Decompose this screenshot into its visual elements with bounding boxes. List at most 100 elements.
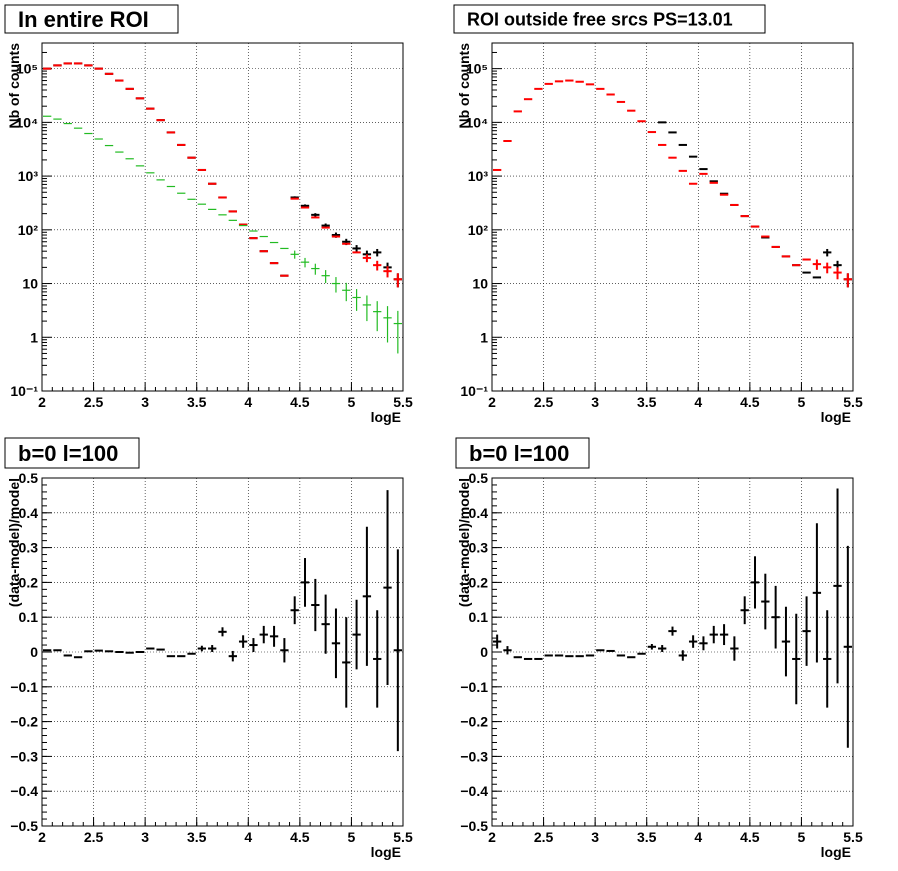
y-tick-label: 0.3 bbox=[19, 540, 39, 556]
x-axis-label: logE bbox=[821, 409, 851, 425]
y-tick-label: 10⁴ bbox=[16, 114, 39, 130]
data-point bbox=[750, 556, 760, 609]
data-point bbox=[383, 490, 392, 686]
x-tick-label: 4.5 bbox=[740, 394, 760, 410]
data-point bbox=[761, 573, 770, 630]
y-tick-label: −0.1 bbox=[10, 679, 38, 695]
data-point bbox=[833, 267, 842, 280]
data-point bbox=[362, 526, 372, 666]
data-point bbox=[197, 645, 207, 652]
data-point bbox=[493, 634, 502, 649]
data-point bbox=[823, 248, 832, 257]
x-tick-label: 4 bbox=[694, 394, 702, 410]
y-tick-label: 10 bbox=[22, 276, 38, 292]
x-tick-label: 3.5 bbox=[187, 394, 207, 410]
y-tick-label: −0.4 bbox=[460, 783, 488, 799]
x-tick-label: 4 bbox=[244, 829, 252, 845]
y-tick-label: 10² bbox=[18, 222, 39, 238]
data-point bbox=[280, 638, 289, 663]
data-point bbox=[228, 650, 237, 662]
data-point bbox=[771, 585, 780, 649]
y-tick-label: 0.2 bbox=[469, 574, 489, 590]
data-series-3 bbox=[43, 115, 402, 354]
data-point bbox=[383, 266, 392, 278]
x-tick-label: 5.5 bbox=[843, 394, 863, 410]
data-point bbox=[393, 273, 402, 288]
y-tick-label: 10⁴ bbox=[466, 114, 489, 130]
x-tick-label: 5.5 bbox=[393, 394, 413, 410]
x-tick-label: 5 bbox=[798, 829, 806, 845]
x-tick-label: 3.5 bbox=[637, 829, 657, 845]
data-point bbox=[342, 282, 351, 302]
data-point bbox=[833, 488, 842, 684]
x-axis-label: logE bbox=[371, 844, 401, 860]
x-tick-label: 3 bbox=[591, 394, 599, 410]
x-tick-label: 5.5 bbox=[393, 829, 413, 845]
x-tick-label: 4 bbox=[694, 829, 702, 845]
y-tick-label: −0.2 bbox=[10, 714, 38, 730]
chart-panel-1: 2 2.5 3 3.5 4 4.5 5 5.5 10⁻¹ 1 10 10² 10³ 10⁴ 10⁵ logE N… bbox=[4, 4, 413, 425]
data-point bbox=[321, 270, 330, 284]
y-axis-label: (data-model)/model bbox=[6, 478, 22, 607]
plot-frame bbox=[491, 42, 854, 392]
data-point bbox=[300, 558, 310, 607]
data-point bbox=[373, 301, 382, 332]
data-point bbox=[352, 245, 361, 253]
data-point bbox=[823, 262, 832, 274]
x-tick-label: 3 bbox=[141, 394, 149, 410]
y-tick-label: 10 bbox=[472, 276, 488, 292]
data-point bbox=[383, 306, 392, 343]
title-box bbox=[455, 437, 590, 469]
data-point bbox=[362, 295, 372, 322]
data-point bbox=[503, 646, 512, 655]
data-point bbox=[218, 627, 227, 637]
y-tick-label: 10⁵ bbox=[16, 61, 38, 77]
y-tick-label: −0.2 bbox=[460, 714, 488, 730]
y-tick-label: −0.3 bbox=[460, 748, 488, 764]
x-tick-label: 5 bbox=[348, 829, 356, 845]
x-tick-label: 5.5 bbox=[843, 829, 863, 845]
y-tick-label: 10² bbox=[468, 222, 489, 238]
x-tick-label: 2.5 bbox=[534, 829, 554, 845]
data-point bbox=[699, 636, 708, 651]
y-axis-label: Nb of counts bbox=[6, 43, 22, 129]
y-tick-label: −0.3 bbox=[10, 748, 38, 764]
y-tick-label: 1 bbox=[30, 329, 38, 345]
y-tick-label: 0 bbox=[30, 644, 38, 660]
data-point bbox=[678, 650, 687, 661]
x-axis-label: logE bbox=[821, 844, 851, 860]
y-tick-label: −0.4 bbox=[10, 783, 38, 799]
x-tick-label: 2 bbox=[488, 394, 496, 410]
data-point bbox=[802, 596, 811, 666]
x-tick-label: 5 bbox=[348, 394, 356, 410]
x-axis-label: logE bbox=[371, 409, 401, 425]
data-point bbox=[238, 635, 248, 648]
data-point bbox=[352, 289, 361, 311]
data-series-1 bbox=[43, 490, 402, 752]
title-box bbox=[453, 4, 766, 34]
plot-frame bbox=[41, 42, 404, 392]
y-tick-label: 0 bbox=[480, 644, 488, 660]
y-axis-label: (data-model)/model bbox=[456, 478, 472, 607]
x-tick-label: 4.5 bbox=[290, 829, 310, 845]
data-point bbox=[709, 625, 718, 644]
y-tick-label: 0.1 bbox=[19, 609, 39, 625]
y-tick-label: 0.5 bbox=[469, 470, 489, 486]
data-point bbox=[259, 625, 268, 644]
chart-title: b=0 l=100 bbox=[18, 441, 118, 466]
x-tick-label: 2.5 bbox=[534, 394, 554, 410]
chart-panel-3: 2 2.5 3 3.5 4 4.5 5 5.5 −0.5 −0.4 −0.3 −0.2 −0.1 0 0.1… bbox=[4, 437, 413, 860]
x-tick-label: 3 bbox=[591, 829, 599, 845]
y-tick-label: 10⁵ bbox=[466, 61, 488, 77]
data-series-2 bbox=[493, 79, 852, 288]
y-tick-label: 0.4 bbox=[469, 505, 489, 521]
y-tick-label: 10³ bbox=[18, 168, 39, 184]
x-tick-label: 3 bbox=[141, 829, 149, 845]
y-tick-label: 1 bbox=[480, 329, 488, 345]
x-tick-label: 4 bbox=[244, 394, 252, 410]
data-point bbox=[843, 545, 852, 748]
data-point bbox=[311, 213, 320, 217]
y-tick-label: 10³ bbox=[468, 168, 489, 184]
data-point bbox=[290, 596, 299, 625]
data-point bbox=[311, 578, 320, 632]
